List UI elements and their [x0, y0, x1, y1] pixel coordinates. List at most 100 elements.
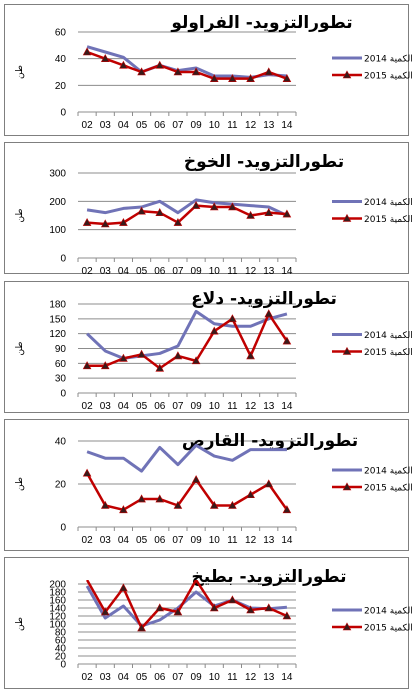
x-tick-label: 04 — [118, 266, 130, 277]
data-point — [209, 603, 219, 612]
x-tick-label: 13 — [263, 401, 275, 412]
x-tick-label: 12 — [245, 266, 257, 277]
data-point — [228, 595, 237, 604]
legend-label-2015: الكمية 2015 — [364, 215, 413, 225]
x-tick-label: 14 — [281, 120, 293, 131]
series-line — [85, 472, 288, 512]
x-tick-label: 13 — [263, 535, 275, 546]
data-point — [119, 60, 128, 69]
data-point — [173, 500, 183, 509]
data-point — [119, 353, 128, 362]
x-tick-label: 03 — [100, 266, 112, 277]
x-tick-label: 11 — [227, 266, 238, 277]
data-point — [137, 494, 146, 503]
y-tick-label: 0 — [60, 254, 66, 265]
x-tick-label: 09 — [191, 266, 203, 277]
x-tick-label: 12 — [245, 401, 257, 412]
y-tick-label: 30 — [55, 374, 67, 385]
y-axis-label: طن — [15, 341, 25, 355]
panel-border — [4, 142, 409, 274]
y-tick-label: 300 — [49, 169, 66, 180]
chart-panel: 0 20 40 02 03 04 05 06 07 09 10 11 12 13 14 طن تطورالتزو… — [4, 419, 413, 551]
data-point — [137, 349, 146, 358]
y-tick-label: 120 — [49, 329, 66, 340]
x-tick-label: 09 — [191, 120, 203, 131]
x-tick-label: 09 — [191, 535, 203, 546]
x-tick-label: 10 — [209, 401, 221, 412]
y-tick-label: 20 — [55, 480, 67, 491]
y-tick-label: 0 — [60, 389, 66, 400]
x-tick-label: 06 — [154, 672, 166, 683]
data-point — [246, 210, 255, 219]
data-point — [100, 54, 110, 62]
x-tick-label: 04 — [118, 672, 130, 683]
y-tick-label: 40 — [55, 437, 67, 448]
legend-marker-2015 — [342, 622, 352, 631]
x-tick-label: 05 — [136, 120, 148, 131]
x-tick-label: 14 — [281, 401, 293, 412]
y-tick-label: 40 — [55, 54, 67, 65]
data-point — [282, 505, 292, 514]
data-point — [282, 611, 292, 620]
x-tick-label: 11 — [227, 120, 238, 131]
x-tick-label: 02 — [82, 672, 94, 683]
data-point — [228, 500, 237, 509]
chart-panel: 0 20 40 60 02 03 04 05 06 07 09 10 11 12 13 14 طن تطورالت… — [4, 4, 413, 136]
data-point — [191, 356, 201, 365]
data-point — [100, 361, 110, 370]
data-point — [246, 74, 255, 82]
x-tick-label: 11 — [227, 672, 238, 683]
x-tick-label: 11 — [227, 535, 238, 546]
series-line — [86, 50, 288, 80]
y-tick-label: 100 — [49, 620, 66, 631]
x-tick-label: 03 — [100, 401, 112, 412]
data-point — [282, 74, 292, 82]
data-point — [173, 67, 183, 76]
data-point — [100, 219, 110, 228]
x-tick-label: 13 — [263, 120, 275, 131]
x-tick-label: 05 — [136, 401, 148, 412]
y-tick-label: 60 — [55, 28, 67, 39]
panel-border — [4, 281, 409, 413]
series-line — [86, 309, 288, 360]
data-point — [246, 490, 255, 499]
data-point — [209, 500, 219, 509]
y-tick-label: 60 — [55, 636, 67, 647]
x-tick-label: 10 — [209, 266, 221, 277]
x-tick-label: 10 — [209, 120, 221, 131]
x-tick-label: 13 — [263, 672, 275, 683]
x-tick-label: 06 — [154, 120, 166, 131]
x-tick-label: 07 — [172, 266, 184, 277]
x-tick-label: 04 — [118, 120, 130, 131]
legend-label-2014: الكمية 2014 — [364, 55, 413, 65]
data-point — [282, 209, 292, 218]
y-axis-label: طن — [15, 208, 25, 222]
series-line — [86, 204, 288, 226]
y-tick-label: 60 — [55, 359, 67, 370]
data-point — [173, 607, 183, 616]
y-tick-label: 20 — [55, 81, 67, 92]
legend: الكمية 2014 الكمية 2015 — [332, 607, 413, 634]
data-point — [155, 208, 165, 216]
x-tick-label: 11 — [227, 401, 238, 412]
data-point — [228, 202, 237, 211]
y-tick-label: 120 — [49, 612, 66, 623]
legend-marker-2015 — [342, 346, 352, 355]
x-tick-label: 02 — [82, 535, 94, 546]
y-tick-label: 90 — [55, 344, 67, 355]
panel-border — [4, 557, 409, 689]
legend-label-2015: الكمية 2015 — [364, 348, 413, 358]
data-point — [282, 336, 292, 345]
x-tick-label: 09 — [191, 672, 203, 683]
data-point — [82, 361, 92, 370]
x-tick-label: 02 — [82, 266, 94, 277]
y-axis-label: طن — [15, 477, 25, 491]
x-tick-label: 10 — [209, 672, 221, 683]
y-tick-label: 20 — [55, 652, 67, 663]
y-tick-label: 140 — [49, 604, 66, 615]
y-tick-label: 200 — [49, 197, 66, 208]
data-point — [191, 200, 201, 209]
y-tick-label: 160 — [49, 596, 66, 607]
